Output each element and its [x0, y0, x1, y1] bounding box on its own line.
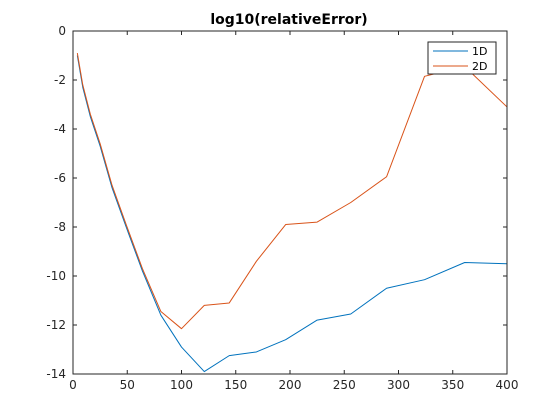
- series-line-2d: [76, 52, 508, 330]
- x-tick-label: 150: [224, 378, 247, 392]
- plot-background: [73, 31, 507, 374]
- x-tick-label: 50: [120, 378, 135, 392]
- x-tick-label: 350: [441, 378, 464, 392]
- x-tick-label: 400: [496, 378, 519, 392]
- chart-title: log10(relativeError): [210, 12, 367, 28]
- y-tick-label: -6: [54, 171, 66, 185]
- x-tick-label: 300: [387, 378, 410, 392]
- y-tick-label: -10: [46, 269, 66, 283]
- y-tick-label: -2: [54, 73, 66, 87]
- x-tick-label: 0: [69, 378, 77, 392]
- y-tick-label: -14: [46, 367, 66, 381]
- x-tick-label: 100: [170, 378, 193, 392]
- y-tick-label: -8: [54, 220, 66, 234]
- legend-label-2d: 2D: [472, 60, 487, 73]
- y-tick-label: 0: [58, 24, 66, 38]
- x-tick-label: 250: [333, 378, 356, 392]
- legend-label-1d: 1D: [472, 45, 487, 58]
- legend-box: [427, 41, 497, 75]
- y-tick-label: -4: [54, 122, 66, 136]
- series-line-1d: [76, 55, 508, 373]
- plot-area: [73, 31, 507, 374]
- y-tick-label: -12: [46, 318, 66, 332]
- axes-layer: 0 50 100 150 200 250 300 350 400 0 -2 -4 -6 -8 -10 -12 -…: [46, 24, 518, 392]
- x-tick-label: 200: [279, 378, 302, 392]
- series-layer: [76, 52, 508, 373]
